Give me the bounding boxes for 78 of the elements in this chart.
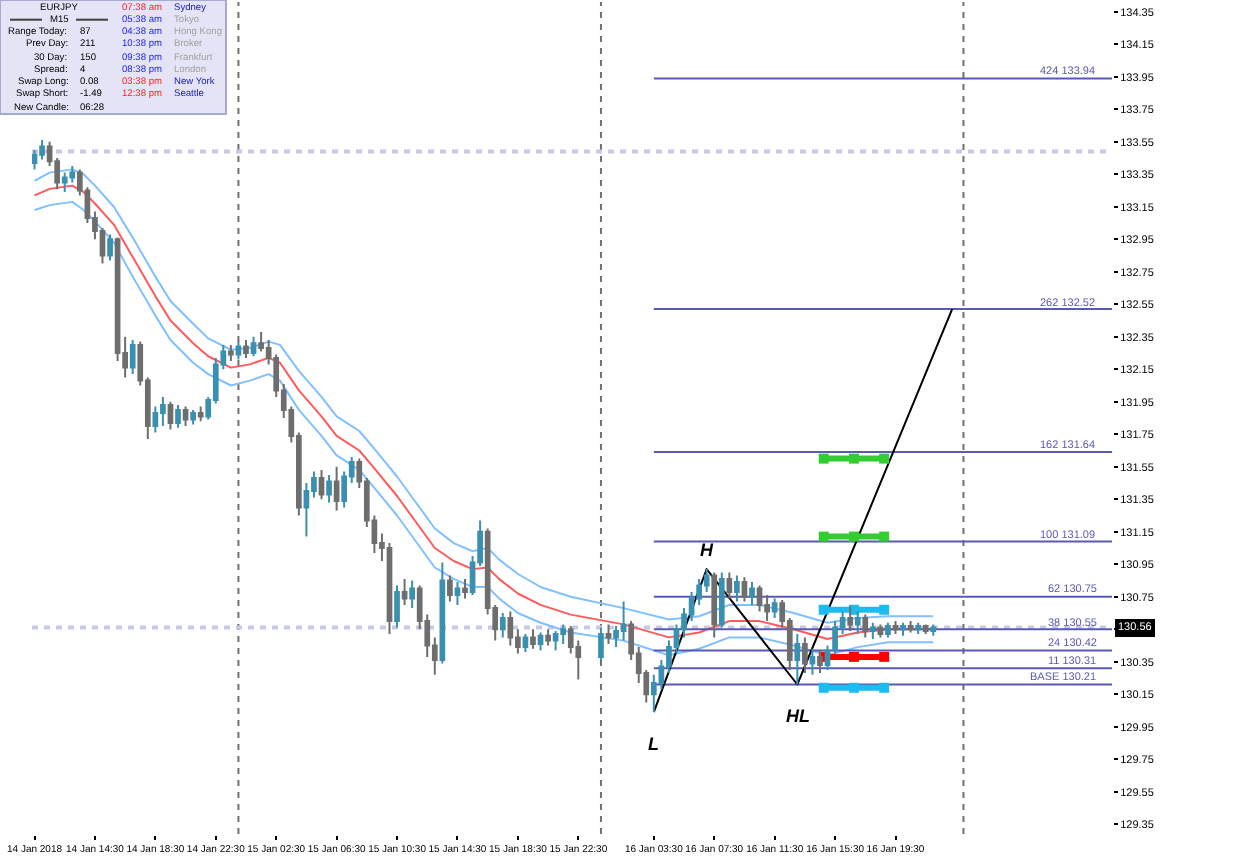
- candlestick: [439, 561, 446, 665]
- candlestick: [530, 628, 536, 650]
- candlestick: [560, 623, 567, 645]
- candlestick: [726, 571, 733, 600]
- candlestick: [756, 584, 763, 613]
- point: [879, 682, 890, 693]
- candlestick: [862, 613, 869, 639]
- candlestick: [507, 610, 514, 647]
- candlestick: [847, 605, 854, 632]
- candlestick: [61, 171, 68, 194]
- candlestick: [326, 473, 332, 504]
- candlestick: [129, 339, 136, 376]
- annotation: HL: [786, 706, 810, 726]
- candlestick: [605, 623, 612, 645]
- candlestick: [718, 571, 725, 629]
- candlestick: [243, 339, 249, 359]
- candlestick: [160, 395, 166, 428]
- candlestick: [333, 465, 340, 512]
- annotation: L: [648, 734, 659, 754]
- candlestick: [930, 623, 937, 637]
- candlestick: [39, 139, 45, 161]
- candlestick: [817, 649, 823, 675]
- candlestick: [167, 400, 174, 431]
- candlestick: [228, 343, 234, 363]
- candlestick: [175, 404, 181, 429]
- candlestick: [182, 405, 189, 428]
- candlestick: [318, 469, 325, 501]
- candlestick: [409, 579, 415, 610]
- candlestick: [620, 600, 627, 642]
- candlestick: [749, 581, 755, 606]
- candlestick: [107, 233, 113, 262]
- point: [818, 604, 829, 615]
- candlestick: [741, 576, 748, 603]
- candlestick: [537, 631, 544, 652]
- candlestick: [69, 165, 76, 184]
- candlestick: [250, 335, 257, 358]
- candlestick: [892, 620, 899, 636]
- candlestick: [907, 620, 914, 634]
- candlestick: [802, 636, 808, 675]
- point: [848, 682, 859, 693]
- candlestick: [869, 621, 876, 640]
- candlestick: [900, 621, 906, 637]
- point: [879, 453, 890, 464]
- candlestick: [922, 623, 929, 636]
- point: [879, 651, 890, 662]
- candlestick: [854, 610, 861, 636]
- point: [818, 531, 829, 542]
- point: [848, 453, 859, 464]
- candlestick: [552, 629, 559, 652]
- candlestick: [877, 623, 884, 639]
- candlestick: [809, 647, 816, 676]
- candlestick: [394, 584, 400, 629]
- point: [848, 651, 859, 662]
- candlestick: [190, 408, 196, 426]
- candlestick: [885, 621, 891, 639]
- point: [818, 453, 829, 464]
- candlestick: [447, 574, 453, 603]
- candlestick: [462, 577, 468, 600]
- candlestick: [197, 405, 204, 423]
- candlestick: [771, 597, 778, 619]
- candlestick: [152, 405, 159, 434]
- point: [879, 531, 890, 542]
- point: [848, 531, 859, 542]
- candlestick: [734, 574, 740, 603]
- candlestick: [522, 633, 529, 653]
- point: [818, 682, 829, 693]
- candlestick: [545, 628, 551, 647]
- candlestick: [794, 633, 801, 686]
- candlestick: [401, 577, 408, 606]
- annotation: H: [700, 540, 714, 560]
- point: [879, 604, 890, 615]
- candlestick: [711, 571, 718, 639]
- candlestick: [598, 626, 604, 662]
- candlestick: [499, 612, 506, 639]
- candlestick: [454, 581, 461, 606]
- candlestick: [32, 148, 38, 171]
- candlestick: [915, 621, 921, 636]
- candlestick: [235, 340, 242, 361]
